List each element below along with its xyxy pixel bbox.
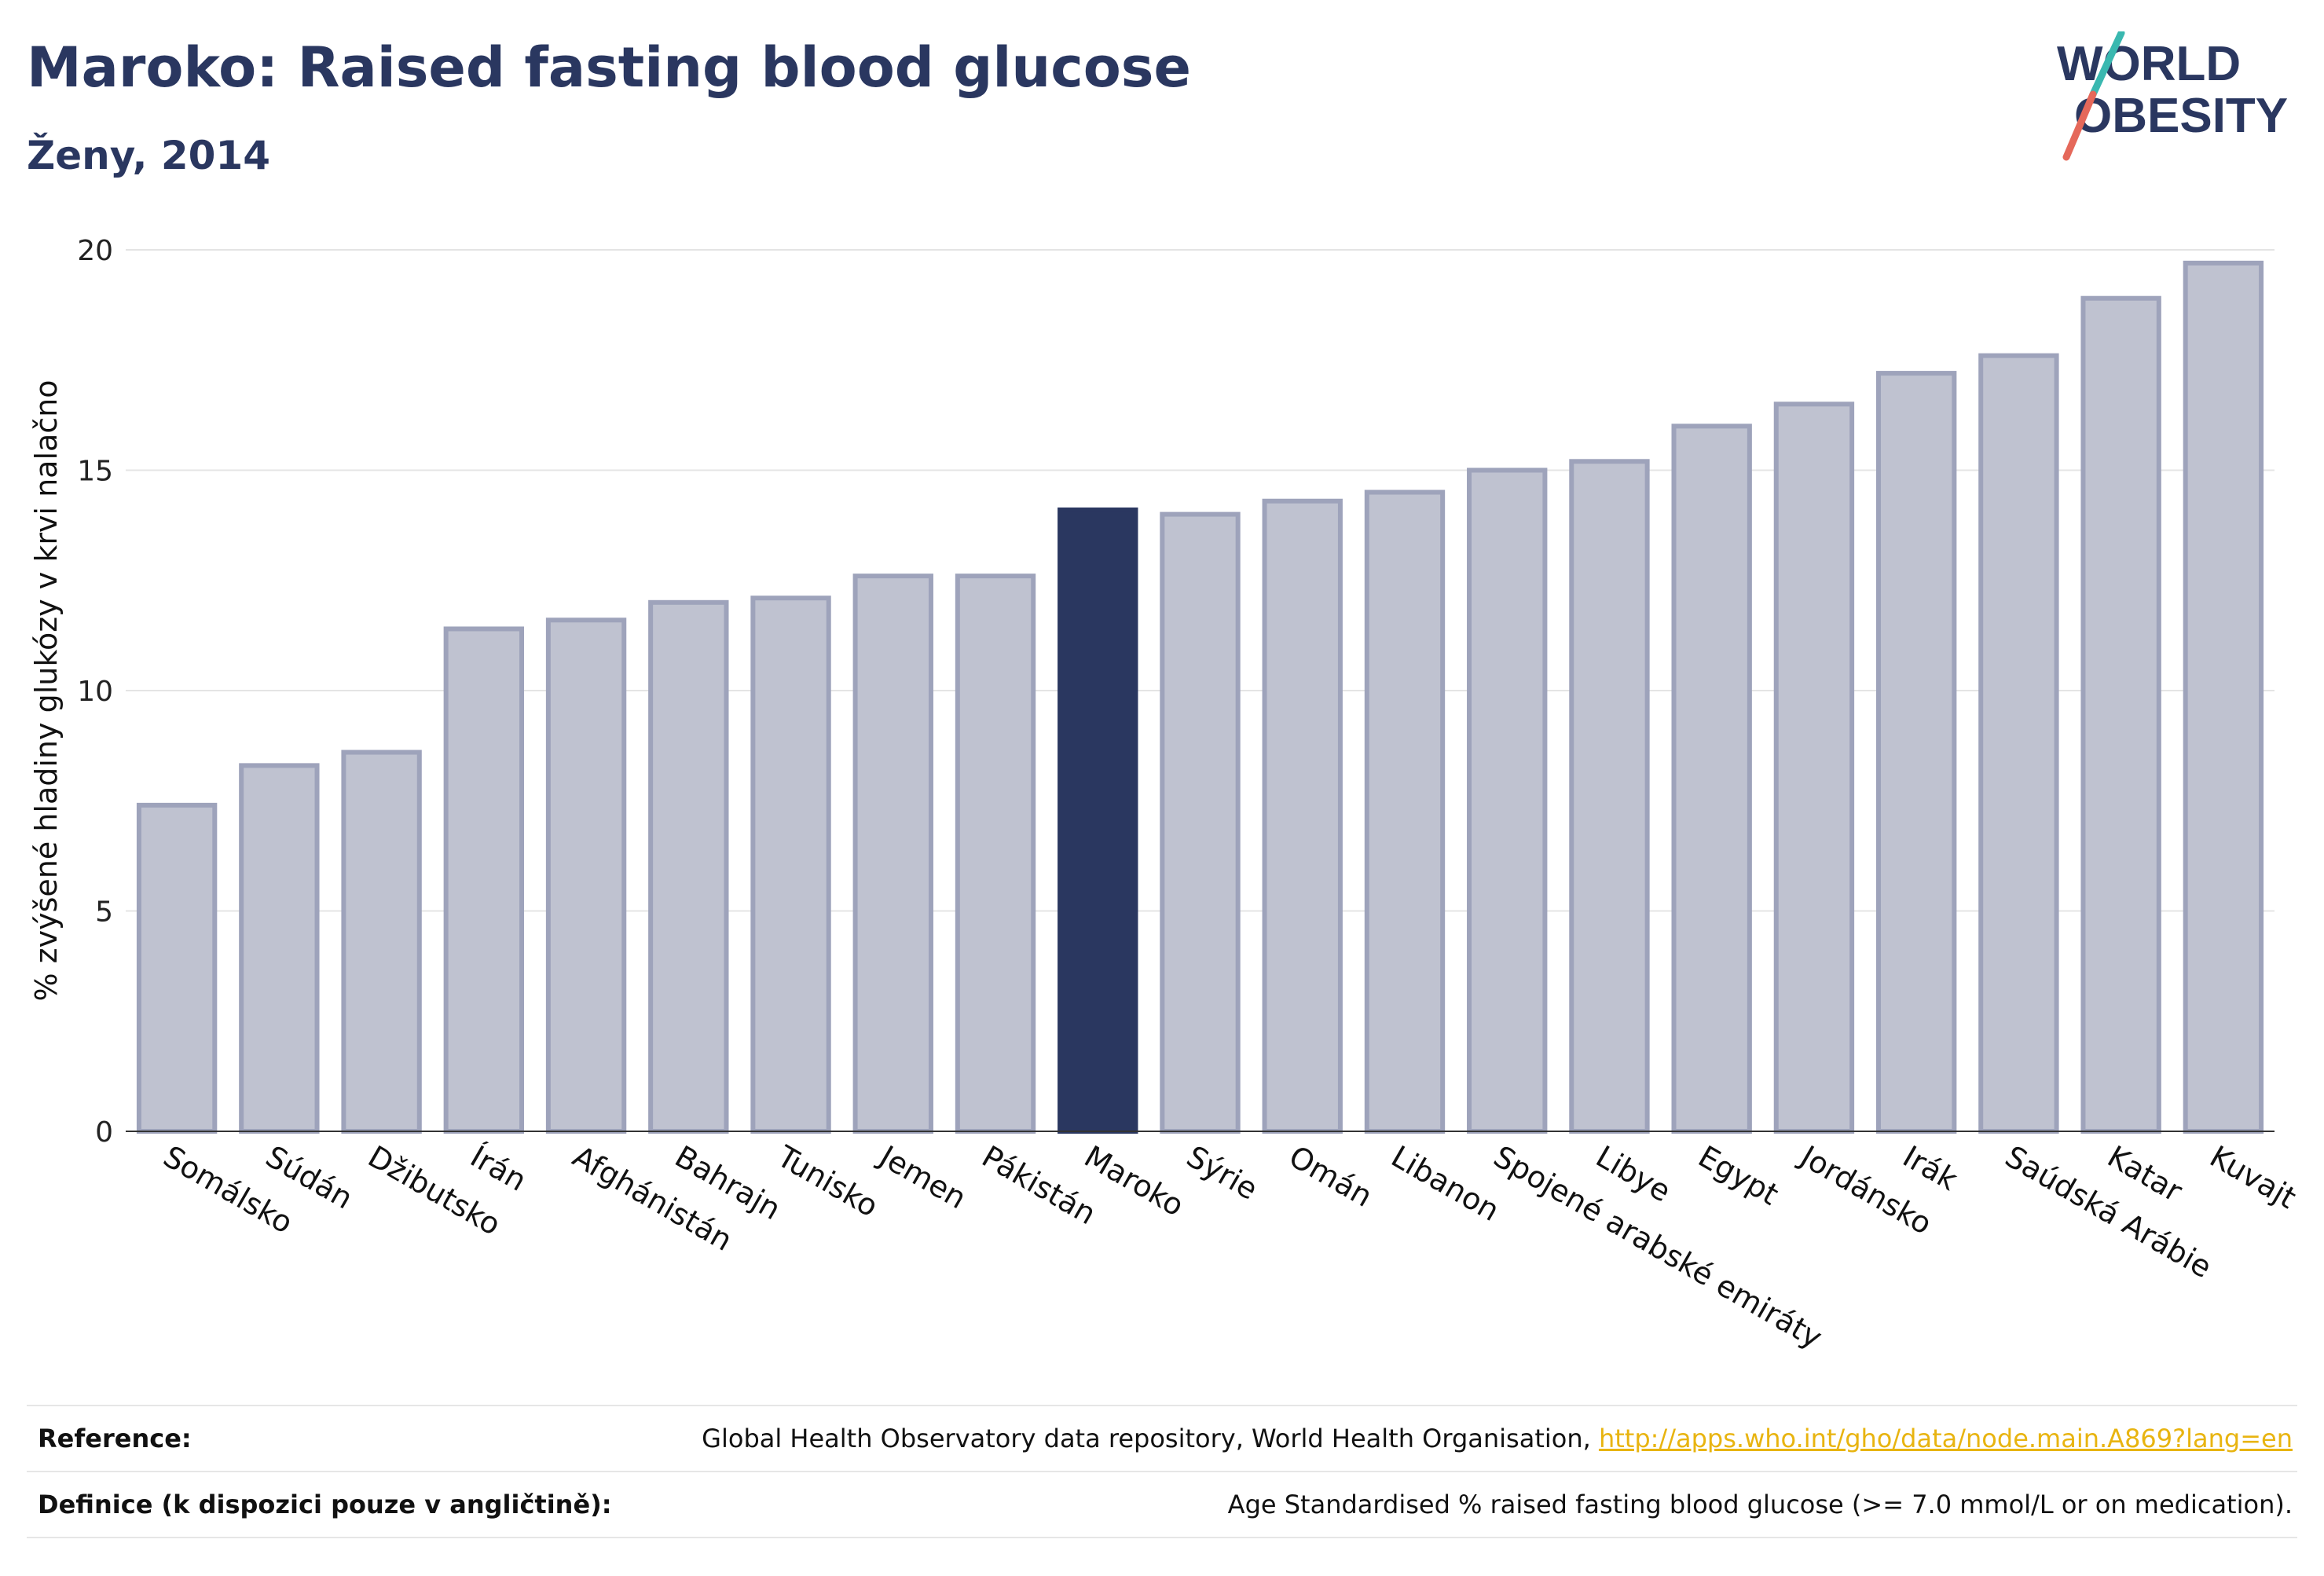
bar-14 xyxy=(1569,459,1650,1134)
bar-5 xyxy=(648,599,729,1134)
y-tick-label: 5 xyxy=(95,896,113,929)
y-tick-label: 15 xyxy=(77,456,113,488)
y-tick-label: 0 xyxy=(95,1116,113,1149)
bar-17 xyxy=(1875,371,1957,1134)
bar-11 xyxy=(1262,498,1343,1134)
y-tick-label: 20 xyxy=(77,235,113,267)
reference-label: Reference: xyxy=(38,1424,192,1453)
world-obesity-logo: WORLD OBESITY xyxy=(2057,31,2288,161)
x-tick-label: Egypt xyxy=(1692,1139,1784,1212)
bar-20 xyxy=(2183,260,2264,1134)
bar-6 xyxy=(750,596,831,1134)
x-tick-label: Jemen xyxy=(873,1138,973,1216)
bar-2 xyxy=(341,750,422,1134)
logo-text-obesity: OBESITY xyxy=(2074,89,2288,143)
logo-text-world: WORLD xyxy=(2057,37,2241,91)
bar-1 xyxy=(239,763,320,1134)
x-tick-label: Pákistán xyxy=(977,1139,1102,1232)
x-tick-label: Sýrie xyxy=(1181,1139,1263,1207)
x-tick-label: Írán xyxy=(464,1139,532,1198)
reference-link[interactable]: http://apps.who.int/gho/data/node.main.A… xyxy=(1598,1424,2293,1453)
bar-9 xyxy=(1058,507,1138,1134)
bar-15 xyxy=(1671,423,1752,1134)
x-tick-label: Kuvajt xyxy=(2204,1139,2301,1215)
bar-7 xyxy=(852,574,933,1134)
bar-13 xyxy=(1467,467,1548,1134)
bar-3 xyxy=(443,626,525,1134)
reference-row: Reference: Global Health Observatory dat… xyxy=(27,1405,2297,1471)
x-tick-label: Irák xyxy=(1897,1139,1963,1197)
definition-label: Definice (k dispozici pouze v angličtině… xyxy=(38,1490,612,1519)
definition-value: Age Standardised % raised fasting blood … xyxy=(1227,1490,2293,1519)
x-tick-label: Tunisko xyxy=(771,1138,884,1224)
y-axis-title: % zvýšené hladiny glukózy v krvi nalačno xyxy=(29,379,64,1001)
bar-4 xyxy=(545,618,627,1134)
logo-slash-teal xyxy=(2089,31,2125,98)
chart-title: Maroko: Raised fasting blood glucose xyxy=(27,35,1191,100)
bar-18 xyxy=(1978,353,2059,1134)
bar-16 xyxy=(1773,401,1855,1134)
bars xyxy=(136,260,2264,1134)
bar-10 xyxy=(1160,511,1241,1134)
bar-12 xyxy=(1364,489,1446,1134)
definition-row: Definice (k dispozici pouze v angličtině… xyxy=(27,1471,2297,1538)
bar-19 xyxy=(2080,295,2161,1134)
x-tick-label: Omán xyxy=(1283,1139,1378,1214)
chart-subtitle: Ženy, 2014 xyxy=(27,133,271,178)
y-tick-label: 10 xyxy=(77,676,113,708)
bar-0 xyxy=(136,802,218,1134)
reference-text: Global Health Observatory data repositor… xyxy=(702,1424,1599,1453)
reference-value: Global Health Observatory data repositor… xyxy=(702,1424,2297,1453)
logo-slash-red xyxy=(2062,90,2097,161)
x-tick-label: Libanon xyxy=(1385,1139,1505,1228)
footer-table: Reference: Global Health Observatory dat… xyxy=(27,1405,2297,1538)
y-axis-ticks: 0 5 10 15 20 xyxy=(77,235,113,1149)
bar-8 xyxy=(955,574,1036,1134)
